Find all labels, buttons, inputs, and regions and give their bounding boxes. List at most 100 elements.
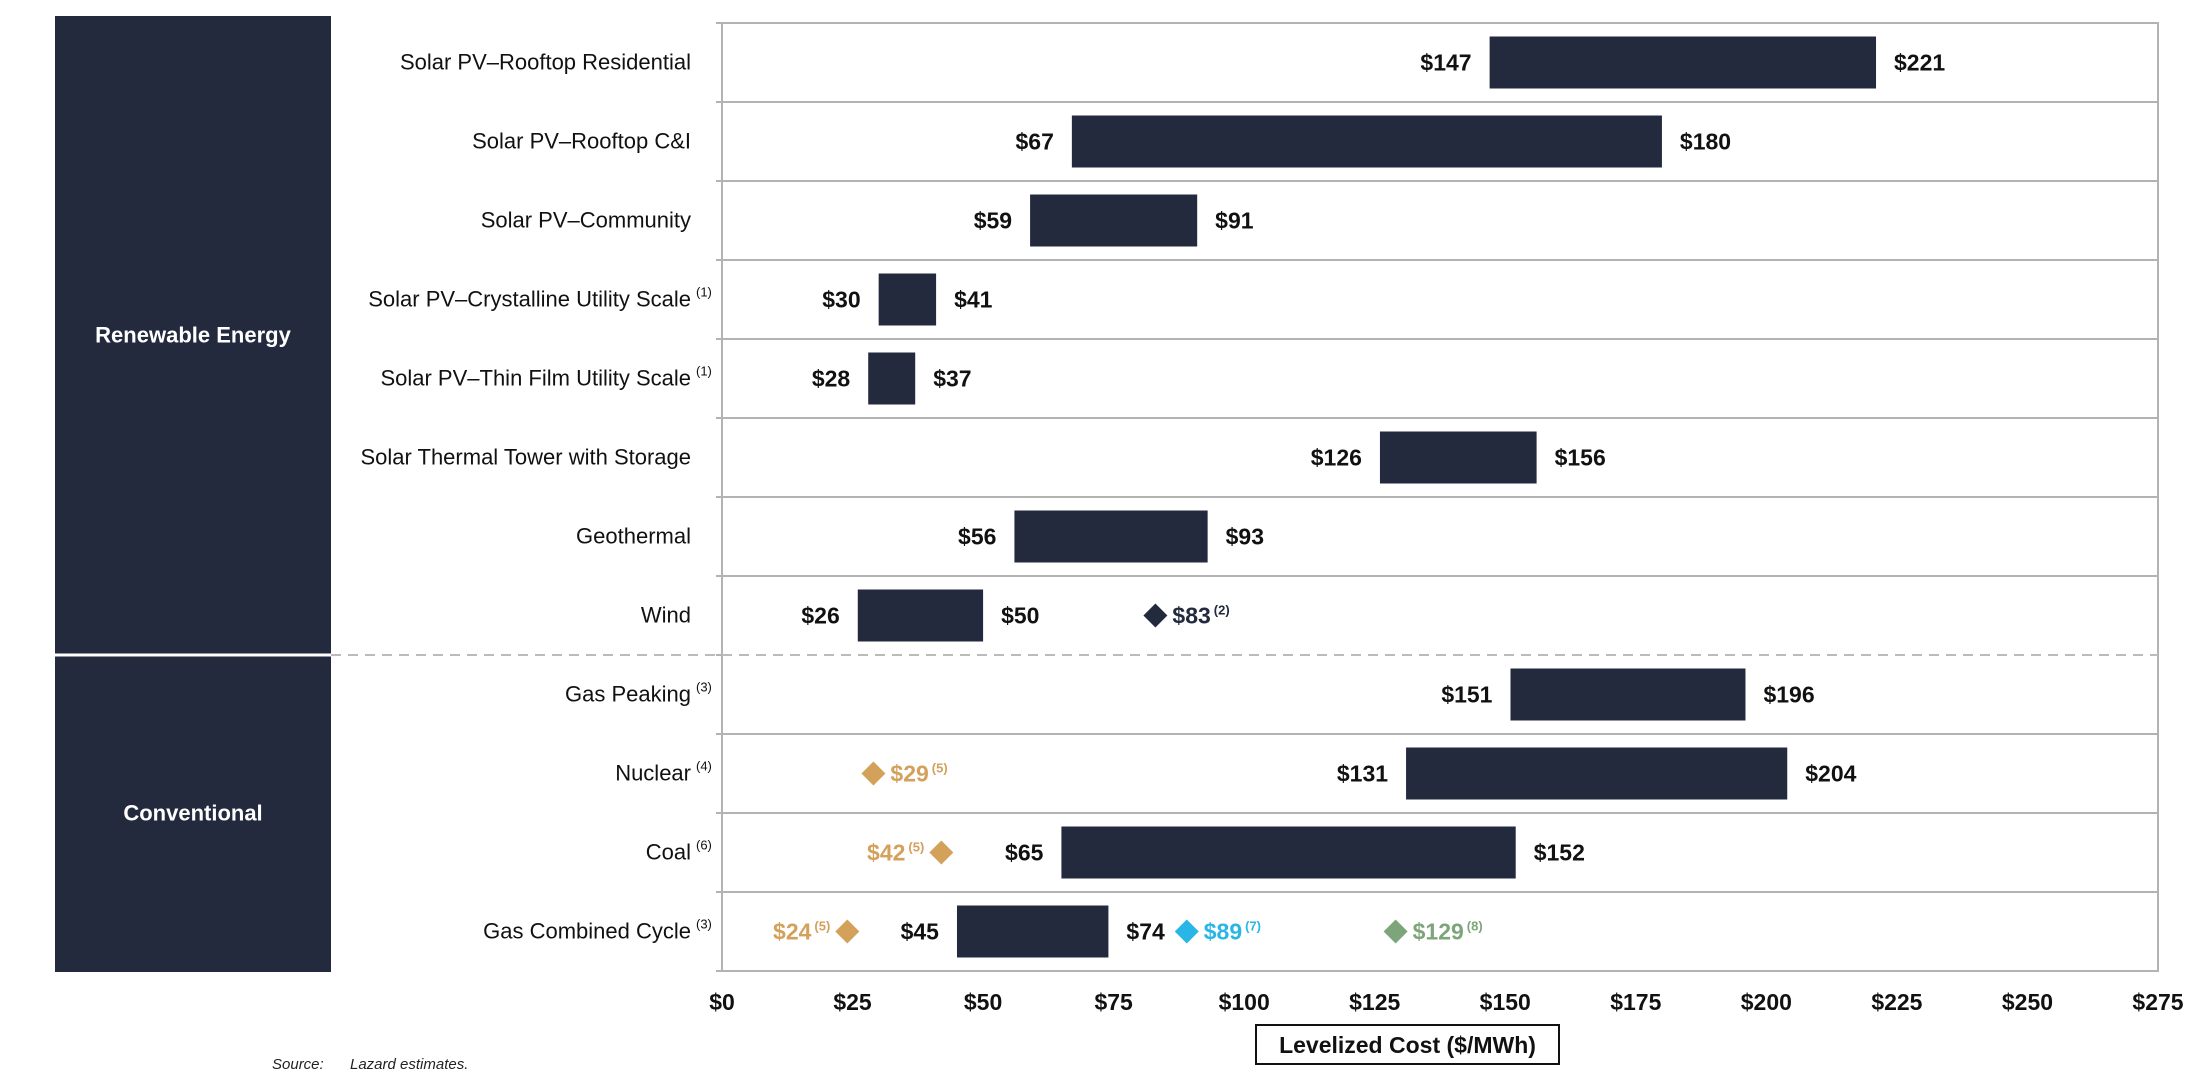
row-label-note: (1) bbox=[696, 285, 712, 300]
x-axis-title-box bbox=[1255, 1024, 1560, 1065]
marker-label-note: (5) bbox=[814, 919, 830, 934]
row-label-main: Geothermal bbox=[576, 524, 691, 549]
row-label-note: (6) bbox=[696, 838, 712, 853]
marker-label-note: (8) bbox=[1467, 919, 1483, 934]
row-label-main: Solar PV–Crystalline Utility Scale bbox=[368, 287, 691, 312]
high-value-label: $91 bbox=[1215, 208, 1254, 234]
row-label: Solar PV–Community bbox=[481, 208, 691, 233]
row-label: Solar PV–Thin Film Utility Scale bbox=[380, 366, 691, 391]
marker-label-main: $89 bbox=[1204, 919, 1242, 945]
row-label-main: Solar Thermal Tower with Storage bbox=[360, 445, 691, 470]
row-labels: Solar PV–Rooftop Residential $147 $221 Sola… bbox=[360, 50, 1945, 945]
high-value-label: $50 bbox=[1001, 603, 1039, 629]
category-label: Conventional bbox=[123, 801, 262, 826]
x-tick-label: $125 bbox=[1349, 989, 1400, 1015]
x-tick-label: $150 bbox=[1480, 989, 1531, 1015]
marker-label-main: $129 bbox=[1413, 919, 1464, 945]
marker-label: $29 (5) bbox=[890, 761, 947, 787]
row-label: Solar PV–Crystalline Utility Scale bbox=[368, 287, 691, 312]
x-tick-label: $225 bbox=[1871, 989, 1922, 1015]
row-label: Geothermal bbox=[576, 524, 691, 549]
high-value-label: $41 bbox=[954, 287, 993, 313]
marker-diamond bbox=[835, 919, 860, 944]
x-tick-label: $175 bbox=[1610, 989, 1661, 1015]
category-box bbox=[55, 655, 331, 972]
x-tick-label: $250 bbox=[2002, 989, 2053, 1015]
low-value-label: $28 bbox=[812, 366, 851, 392]
low-value-label: $45 bbox=[901, 919, 940, 945]
marker-diamond bbox=[861, 761, 886, 786]
row-label-main: Coal bbox=[646, 840, 691, 865]
plot-grid bbox=[331, 22, 2159, 972]
source-note: Source: Lazard estimates. bbox=[272, 1056, 468, 1073]
range-bar bbox=[1071, 115, 1662, 168]
high-value-label: $221 bbox=[1894, 50, 1945, 76]
row-label-main: Gas Combined Cycle bbox=[483, 919, 691, 944]
range-bar bbox=[1014, 510, 1208, 563]
x-tick-label: $25 bbox=[833, 989, 872, 1015]
x-tick-label: $100 bbox=[1219, 989, 1270, 1015]
low-value-label: $151 bbox=[1441, 682, 1492, 708]
row-label: Wind bbox=[641, 603, 691, 628]
range-bar bbox=[1489, 36, 1877, 89]
low-value-label: $30 bbox=[822, 287, 860, 313]
range-bar bbox=[1510, 668, 1746, 721]
category-box bbox=[55, 16, 331, 655]
row-label-main: Nuclear bbox=[615, 761, 691, 786]
low-value-label: $56 bbox=[958, 524, 996, 550]
marker-diamond bbox=[929, 840, 954, 865]
high-value-label: $196 bbox=[1763, 682, 1814, 708]
marker-label-note: (5) bbox=[908, 840, 924, 855]
x-tick-label: $275 bbox=[2132, 989, 2183, 1015]
row-label: Nuclear bbox=[615, 761, 691, 786]
range-bar bbox=[1030, 194, 1198, 247]
marker-label: $83 (2) bbox=[1172, 603, 1229, 629]
row-label: Coal bbox=[646, 840, 691, 865]
low-value-label: $65 bbox=[1005, 840, 1044, 866]
marker-diamond bbox=[1143, 603, 1168, 628]
range-bars bbox=[835, 36, 1877, 958]
marker-label-main: $83 bbox=[1172, 603, 1210, 629]
row-label: Solar PV–Rooftop Residential bbox=[400, 50, 691, 75]
marker-label-note: (2) bbox=[1214, 603, 1230, 618]
row-label-note: (4) bbox=[696, 759, 712, 774]
row-label-main: Gas Peaking bbox=[565, 682, 691, 707]
marker-diamond bbox=[1174, 919, 1199, 944]
row-label-main: Solar PV–Rooftop C&I bbox=[472, 129, 691, 154]
high-value-label: $156 bbox=[1555, 445, 1606, 471]
range-bar bbox=[868, 352, 916, 405]
low-value-label: $126 bbox=[1311, 445, 1362, 471]
row-label: Gas Combined Cycle bbox=[483, 919, 691, 944]
marker-diamond bbox=[1383, 919, 1408, 944]
row-label-note: (1) bbox=[696, 364, 712, 379]
range-bar bbox=[1379, 431, 1537, 484]
marker-label-main: $42 bbox=[867, 840, 905, 866]
high-value-label: $37 bbox=[933, 366, 971, 392]
row-label: Solar Thermal Tower with Storage bbox=[360, 445, 691, 470]
row-label-main: Wind bbox=[641, 603, 691, 628]
marker-label: $42 (5) bbox=[867, 840, 924, 866]
range-bar bbox=[878, 273, 937, 326]
row-label-main: Solar PV–Thin Film Utility Scale bbox=[380, 366, 691, 391]
high-value-label: $74 bbox=[1126, 919, 1165, 945]
low-value-label: $67 bbox=[1015, 129, 1053, 155]
row-label-note: (3) bbox=[696, 917, 712, 932]
row-label-main: Solar PV–Community bbox=[481, 208, 691, 233]
source-label: Source: bbox=[272, 1056, 324, 1073]
marker-label: $24 (5) bbox=[773, 919, 830, 945]
low-value-label: $26 bbox=[801, 603, 839, 629]
marker-label: $89 (7) bbox=[1204, 919, 1261, 945]
row-label-note: (3) bbox=[696, 680, 712, 695]
x-tick-label: $0 bbox=[709, 989, 735, 1015]
marker-label-note: (5) bbox=[932, 761, 948, 776]
range-bar bbox=[857, 589, 984, 642]
category-label: Renewable Energy bbox=[95, 323, 291, 348]
x-tick-label: $200 bbox=[1741, 989, 1792, 1015]
range-bar bbox=[1061, 826, 1516, 879]
row-label-main: Solar PV–Rooftop Residential bbox=[400, 50, 691, 75]
marker-label-main: $24 bbox=[773, 919, 812, 945]
marker-label-note: (7) bbox=[1245, 919, 1261, 934]
x-tick-label: $75 bbox=[1094, 989, 1133, 1015]
x-axis-title: Levelized Cost ($/MWh) bbox=[1279, 1032, 1536, 1058]
